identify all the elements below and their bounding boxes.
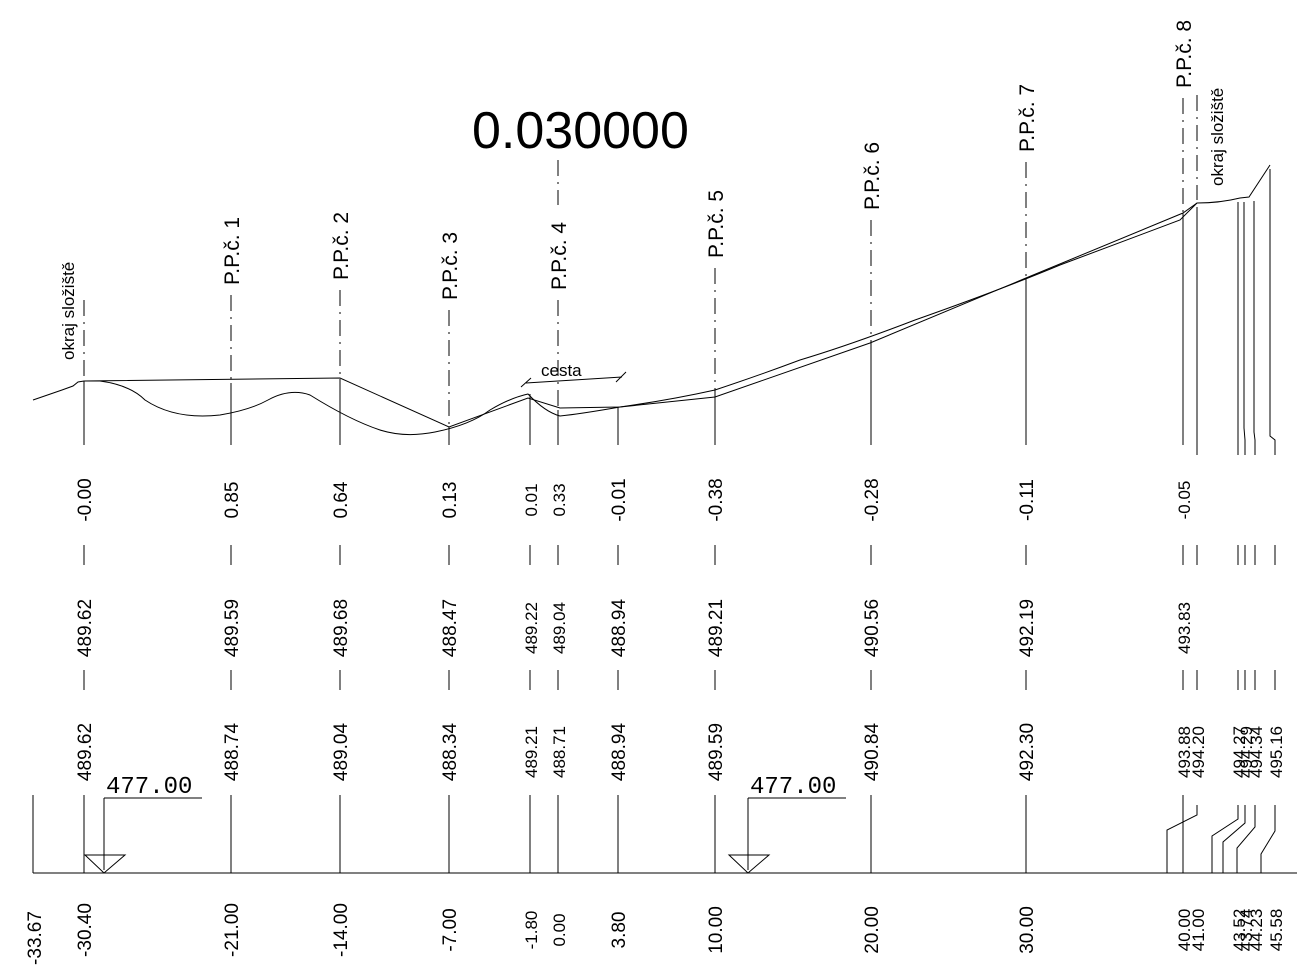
datum-left-label: 477.00 bbox=[106, 774, 192, 801]
station-line bbox=[1253, 201, 1256, 455]
profile-label: P.P.č. 7 bbox=[1016, 84, 1039, 152]
terrain-elevation-label: 495.16 bbox=[1267, 726, 1286, 778]
terrain-elevation-label: 489.21 bbox=[522, 726, 541, 778]
offset-label: 43.74 bbox=[1237, 909, 1256, 952]
station-line-lower bbox=[1260, 805, 1276, 873]
design-elevation-label: 488.47 bbox=[440, 599, 461, 657]
offset-label: 45.58 bbox=[1267, 909, 1286, 952]
station-line-lower bbox=[1211, 805, 1239, 873]
design-elevation-label: 489.04 bbox=[550, 602, 569, 654]
datum-right-label: 477.00 bbox=[750, 774, 836, 801]
profile-label: P.P.č. 3 bbox=[439, 232, 462, 300]
offset-label: -1.80 bbox=[522, 911, 541, 950]
offset-label: 10.00 bbox=[706, 906, 727, 954]
design-elevation-label: 493.83 bbox=[1175, 602, 1194, 654]
design-elevation-label: 490.56 bbox=[862, 599, 883, 657]
road-marker: cesta bbox=[520, 361, 627, 388]
design-elevation-label: 492.19 bbox=[1017, 599, 1038, 657]
height-difference-label: 0.85 bbox=[222, 482, 243, 519]
station-line bbox=[1269, 169, 1276, 455]
offset-label: 41.00 bbox=[1189, 909, 1208, 952]
datum-marker-left: 477.00 bbox=[83, 774, 202, 874]
edge-label: okraj složiště bbox=[1208, 88, 1227, 186]
design-elevation-label: 489.59 bbox=[222, 599, 243, 657]
scale-label: 0.030000 bbox=[472, 102, 689, 160]
terrain-elevation-label: 492.30 bbox=[1017, 723, 1038, 781]
terrain-elevation-label: 488.71 bbox=[550, 726, 569, 778]
design-elevation-label: 489.21 bbox=[706, 599, 727, 657]
height-difference-label: -0.11 bbox=[1017, 479, 1038, 521]
profile-label: P.P.č. 2 bbox=[330, 212, 353, 280]
design-elevation-label: 489.62 bbox=[75, 599, 96, 657]
terrain-elevation-label: 494.34 bbox=[1247, 726, 1266, 778]
height-difference-label: 0.13 bbox=[440, 482, 461, 519]
existing-terrain-line bbox=[32, 164, 1271, 436]
offset-label: -21.00 bbox=[222, 903, 243, 957]
terrain-elevation-label: 489.62 bbox=[75, 723, 96, 781]
height-difference-label: 0.01 bbox=[522, 483, 541, 516]
profile-label: P.P.č. 1 bbox=[221, 217, 244, 285]
offset-label: 44.23 bbox=[1247, 909, 1266, 952]
height-difference-label: -0.05 bbox=[1175, 481, 1194, 520]
offset-label: -33.67 bbox=[25, 911, 46, 965]
terrain-elevation-label: 488.94 bbox=[609, 723, 630, 782]
height-difference-label: -0.01 bbox=[609, 478, 630, 521]
height-difference-label: -0.38 bbox=[706, 478, 727, 521]
height-difference-label: -0.28 bbox=[862, 478, 883, 521]
terrain-elevation-label: 488.34 bbox=[440, 723, 461, 782]
offset-label: 43.52 bbox=[1230, 909, 1249, 952]
height-difference-label: 0.64 bbox=[331, 481, 352, 518]
profile-label: P.P.č. 6 bbox=[861, 142, 884, 210]
offset-label: -30.40 bbox=[75, 903, 96, 957]
datum-marker-right: 477.00 bbox=[727, 774, 846, 874]
station-line-lower bbox=[1166, 805, 1198, 873]
terrain-elevation-label: 489.59 bbox=[706, 723, 727, 781]
design-elevation-label: 489.68 bbox=[331, 599, 352, 657]
terrain-elevation-label: 489.04 bbox=[331, 723, 352, 782]
offset-label: -7.00 bbox=[440, 908, 461, 951]
design-profile-line bbox=[83, 202, 1198, 428]
station-line-lower bbox=[1236, 805, 1256, 873]
road-label: cesta bbox=[541, 361, 582, 380]
offset-label: 30.00 bbox=[1017, 906, 1038, 954]
terrain-elevation-label: 494.27 bbox=[1230, 726, 1249, 778]
design-elevation-label: 488.94 bbox=[609, 599, 630, 658]
terrain-elevation-label: 493.88 bbox=[1175, 726, 1194, 778]
edge-label: okraj složiště bbox=[59, 262, 78, 360]
station-line-lower bbox=[1222, 805, 1246, 873]
design-elevation-label: 489.22 bbox=[522, 602, 541, 654]
profile-label: P.P.č. 5 bbox=[705, 190, 728, 258]
terrain-elevation-label: 494.20 bbox=[1189, 726, 1208, 778]
profile-label: P.P.č. 8 bbox=[1173, 20, 1196, 88]
profile-label: P.P.č. 4 bbox=[548, 222, 571, 290]
profile-lines bbox=[32, 164, 1271, 436]
offset-label: 0.00 bbox=[550, 913, 569, 946]
offset-label: 20.00 bbox=[862, 906, 883, 954]
offset-label: -14.00 bbox=[331, 903, 352, 957]
offset-label: 3.80 bbox=[609, 912, 630, 949]
height-difference-label: 0.33 bbox=[550, 483, 569, 516]
terrain-elevation-label: 490.84 bbox=[862, 723, 883, 782]
terrain-elevation-label: 488.74 bbox=[222, 723, 243, 782]
terrain-elevation-label: 494.29 bbox=[1237, 726, 1256, 778]
stations-layer: -33.67 -0.00 489.62 489.62 -30.40 okraj složi… bbox=[25, 20, 1286, 965]
height-difference-label: -0.00 bbox=[75, 478, 96, 521]
offset-label: 40.00 bbox=[1175, 909, 1194, 952]
station-line bbox=[1243, 202, 1246, 455]
